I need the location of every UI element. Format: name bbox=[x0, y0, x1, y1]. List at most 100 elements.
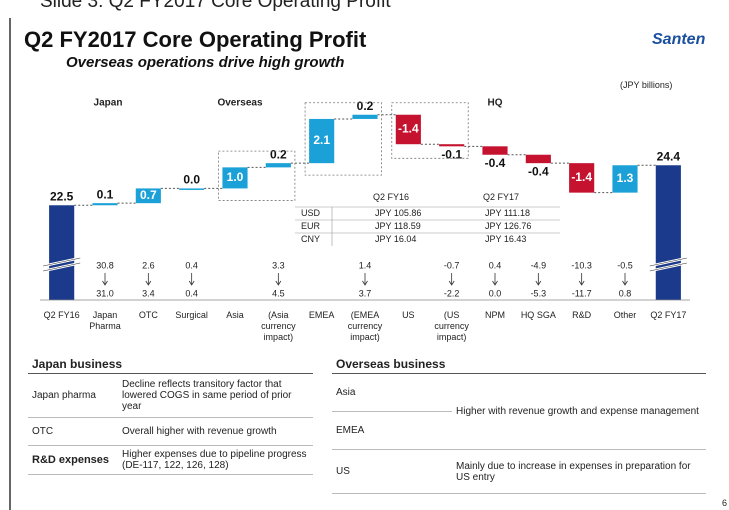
value-label: -0.4 bbox=[528, 164, 549, 178]
arrow-head bbox=[578, 280, 585, 286]
value-label: -0.1 bbox=[441, 147, 462, 161]
bar bbox=[352, 114, 378, 119]
bar bbox=[265, 163, 291, 168]
value-label: 22.5 bbox=[50, 189, 74, 203]
after-figure: 31.0 bbox=[96, 288, 114, 298]
group-label: Japan bbox=[94, 98, 123, 109]
row: OTC Overall higher with revenue growth bbox=[28, 417, 313, 446]
x-tick-label: OTC bbox=[138, 310, 158, 320]
x-tick-label: Japan Pharma bbox=[89, 310, 121, 331]
table-title: Overseas business bbox=[332, 355, 706, 374]
arrow-head bbox=[492, 280, 498, 286]
row: US Mainly due to increase in expenses in … bbox=[332, 449, 706, 494]
bar bbox=[222, 167, 248, 189]
bar bbox=[395, 114, 421, 145]
x-tick-label: US bbox=[402, 310, 415, 320]
bar bbox=[655, 165, 681, 300]
bar bbox=[525, 154, 551, 164]
header-row: Japan business bbox=[28, 355, 313, 374]
before-figure: -10.3 bbox=[571, 260, 592, 270]
before-figure: 0.4 bbox=[185, 260, 198, 270]
value-label: -1.4 bbox=[398, 122, 419, 136]
arrow-head bbox=[362, 280, 368, 286]
x-tick-label: HQ SGA bbox=[520, 310, 556, 320]
group-label: Overseas bbox=[217, 98, 262, 109]
x-tick-label: Q2 FY17 bbox=[650, 310, 687, 320]
row-text: Higher expenses due to pipeline progress… bbox=[118, 445, 313, 475]
row-text: Overall higher with revenue growth bbox=[118, 417, 313, 446]
row: Japan pharma Decline reflects transitory … bbox=[28, 373, 313, 418]
value-label: 24.4 bbox=[657, 149, 681, 163]
value-label: 0.2 bbox=[357, 99, 374, 113]
x-tick-label: Surgical bbox=[175, 310, 208, 320]
row: EMEA bbox=[332, 411, 706, 450]
x-tick-label: (US currency impact) bbox=[434, 310, 469, 342]
before-figure: 1.4 bbox=[359, 260, 372, 270]
row: R&D expenses Higher expenses due to pipel… bbox=[28, 445, 313, 475]
row-label: EMEA bbox=[332, 411, 452, 450]
row: Asia Higher with revenue growth and expen… bbox=[332, 373, 706, 450]
bar bbox=[179, 188, 205, 190]
bar bbox=[309, 118, 335, 164]
after-figure: -5.3 bbox=[531, 288, 547, 298]
after-figure: -11.7 bbox=[572, 288, 592, 298]
arrow-head bbox=[535, 280, 542, 286]
value-label: 1.0 bbox=[227, 170, 244, 184]
value-label: 1.3 bbox=[617, 171, 634, 185]
fx-rate: JPY 111.18 bbox=[485, 208, 531, 218]
title: Q2 FY2017 Core Operating Profit bbox=[24, 27, 367, 52]
page-number: 6 bbox=[722, 498, 728, 508]
x-tick-label: Other bbox=[613, 310, 637, 320]
arrow-head bbox=[102, 280, 108, 286]
before-figure: -0.5 bbox=[617, 260, 633, 270]
group-box bbox=[304, 102, 382, 176]
x-tick-label: Q2 FY16 bbox=[43, 310, 80, 320]
fx-currency: EUR bbox=[301, 221, 321, 231]
value-label: 2.1 bbox=[313, 133, 330, 147]
x-tick-label: NPM bbox=[485, 310, 505, 320]
before-figure: -4.9 bbox=[531, 260, 547, 270]
row-label: R&D expenses bbox=[28, 445, 118, 475]
after-figure: 3.4 bbox=[142, 288, 155, 298]
fx-header: Q2 FY17 bbox=[483, 192, 520, 202]
row-text: Higher with revenue growth and expense m… bbox=[452, 373, 706, 450]
x-tick-label: (Asia currency impact) bbox=[261, 310, 296, 342]
arrow-head bbox=[448, 280, 455, 286]
x-tick-label: R&D bbox=[572, 310, 592, 320]
table-title: Japan business bbox=[28, 355, 313, 374]
fx-rate: JPY 118.59 bbox=[375, 221, 421, 231]
before-figure: 0.4 bbox=[489, 260, 502, 270]
before-figure: 3.3 bbox=[272, 260, 285, 270]
row-label: Asia bbox=[332, 373, 452, 412]
after-figure: 4.5 bbox=[272, 288, 285, 298]
value-label: -0.4 bbox=[485, 156, 506, 170]
bar bbox=[439, 144, 465, 147]
overseas-table: Overseas business Asia Higher with revenue… bbox=[332, 355, 706, 494]
arrow-head bbox=[145, 280, 152, 286]
value-label: 0.0 bbox=[183, 173, 200, 187]
fx-rate: JPY 126.76 bbox=[485, 221, 532, 231]
subtitle: Overseas operations drive high growth bbox=[66, 54, 345, 71]
group-label: HQ bbox=[488, 98, 503, 109]
header-row: Overseas business bbox=[332, 355, 706, 374]
bar bbox=[92, 203, 118, 206]
row-text: Mainly due to increase in expenses in pr… bbox=[452, 449, 706, 494]
before-figure: 2.6 bbox=[142, 260, 155, 270]
axis-break bbox=[43, 257, 81, 272]
row-label: Japan pharma bbox=[28, 373, 118, 418]
value-label: -1.4 bbox=[571, 170, 592, 184]
before-figure: 30.8 bbox=[96, 260, 114, 270]
row-label: OTC bbox=[28, 417, 118, 446]
after-figure: 0.4 bbox=[185, 288, 198, 298]
group-box bbox=[218, 150, 296, 201]
x-tick-label: Asia bbox=[226, 310, 244, 320]
after-figure: 3.7 bbox=[359, 288, 372, 298]
value-label: 0.7 bbox=[140, 188, 157, 202]
fx-currency: CNY bbox=[301, 234, 321, 244]
row-label: US bbox=[332, 449, 452, 494]
arrow-head bbox=[188, 280, 195, 286]
value-label: 0.2 bbox=[270, 147, 287, 161]
before-figure: -0.7 bbox=[444, 260, 460, 270]
